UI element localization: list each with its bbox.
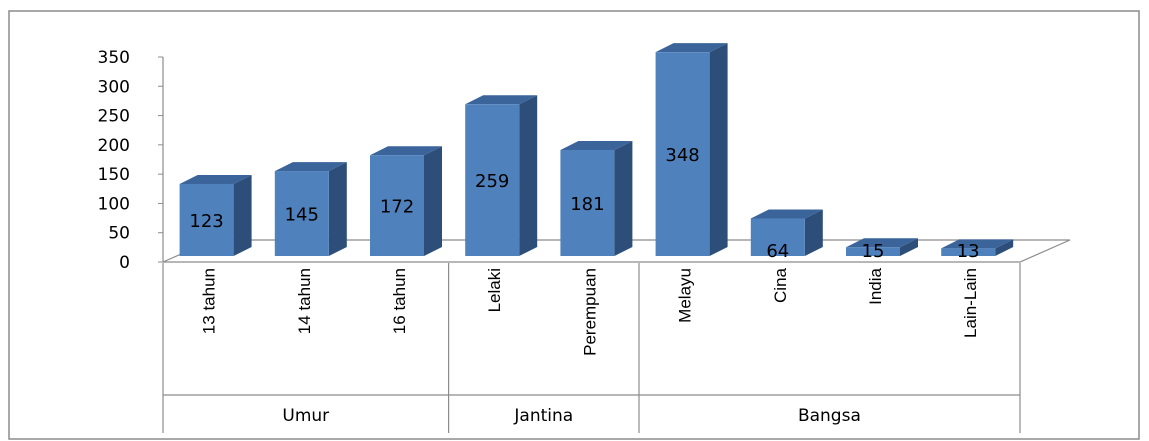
x-category-label: Perempuan — [580, 268, 599, 356]
bar: 64 — [750, 209, 823, 262]
bar: 172 — [370, 146, 442, 256]
bar-top — [750, 209, 823, 219]
x-group-label: Bangsa — [798, 406, 861, 426]
bar-front — [179, 183, 234, 256]
x-category-label: Melayu — [676, 268, 695, 323]
bar: 13 — [941, 239, 1014, 262]
y-tick-label: 200 — [98, 136, 130, 156]
y-tick-label: 0 — [119, 253, 130, 273]
data-label: 145 — [285, 205, 319, 226]
bar-front — [655, 52, 710, 256]
bar-front — [750, 218, 805, 256]
data-label: 181 — [570, 194, 604, 215]
bar-side — [519, 95, 538, 256]
y-tick-label: 50 — [108, 224, 130, 244]
bar-side — [900, 238, 918, 256]
bar-front — [941, 248, 996, 256]
data-label: 348 — [665, 145, 699, 166]
bar: 145 — [274, 162, 347, 256]
y-axis: 0 50 100 150 200 250 300 350 — [98, 48, 164, 273]
bar: 15 — [846, 238, 918, 262]
x-group-label: Jantina — [513, 406, 573, 426]
bar: 181 — [560, 140, 633, 256]
x-category-label: India — [866, 267, 885, 304]
data-label: 259 — [475, 171, 509, 192]
x-category-label: 13 tahun — [200, 268, 219, 334]
x-category-label: Lelaki — [485, 268, 504, 312]
bar-top — [846, 238, 918, 248]
data-label: 15 — [862, 241, 885, 262]
bar-top — [274, 162, 347, 172]
y-tick-label: 300 — [98, 77, 130, 97]
bar-top — [941, 239, 1014, 249]
bar: 259 — [465, 95, 538, 256]
bar-side — [804, 209, 823, 256]
bars: 123 145 172 259 181 348 64 15 13 — [179, 43, 1014, 262]
x-category-label: 16 tahun — [390, 268, 409, 334]
bar: 348 — [655, 43, 728, 256]
data-label: 13 — [957, 241, 980, 262]
y-tick-label: 100 — [98, 194, 130, 214]
bar-side — [614, 140, 633, 256]
x-category-label: Cina — [771, 267, 790, 303]
bar-front — [370, 155, 424, 256]
bar-top — [465, 95, 538, 105]
bar: 123 — [179, 174, 252, 256]
bar-top — [560, 140, 633, 150]
bar-front — [846, 247, 900, 256]
bar-side — [995, 239, 1014, 256]
bar-top — [655, 43, 728, 53]
bar-side — [233, 174, 252, 256]
x-group-label: Umur — [282, 406, 329, 426]
bar-front — [560, 149, 615, 256]
bar-front — [465, 104, 520, 256]
data-label: 123 — [189, 211, 223, 232]
bar-side — [328, 162, 347, 256]
bar-side — [424, 146, 442, 256]
y-tick-label: 150 — [98, 165, 130, 185]
bar-top — [370, 146, 442, 156]
x-category-label: Lain-Lain — [961, 268, 980, 338]
bar-side — [709, 43, 728, 256]
x-axis: 13 tahun 14 tahun 16 tahun Lelaki Perempuan M… — [162, 263, 1021, 433]
bar-top — [179, 174, 252, 184]
x-category-label: 14 tahun — [295, 268, 314, 334]
data-label: 172 — [380, 197, 414, 218]
bar-front — [274, 171, 329, 256]
y-tick-label: 250 — [98, 107, 130, 127]
y-tick-label: 350 — [98, 48, 130, 68]
data-label: 64 — [766, 241, 789, 262]
